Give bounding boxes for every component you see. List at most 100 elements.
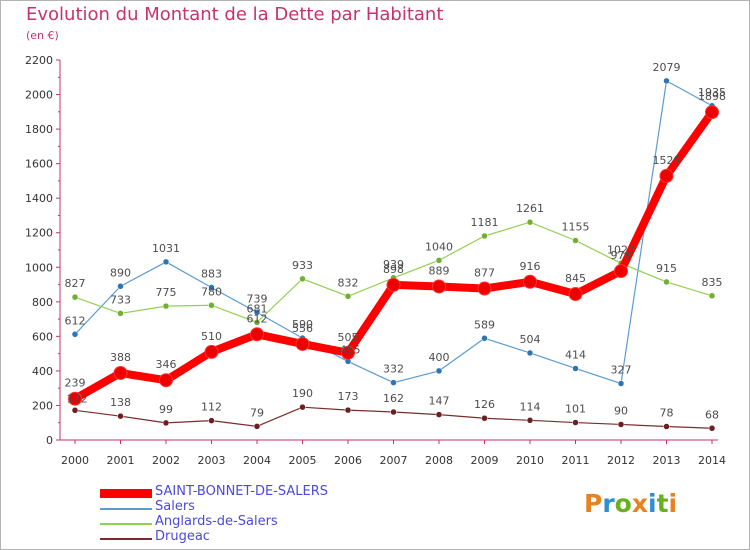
data-point <box>208 302 215 309</box>
logo-letter: r <box>602 489 615 518</box>
data-label: 612 <box>247 312 268 325</box>
data-label: 90 <box>614 404 628 417</box>
y-tick-label: 200 <box>32 399 53 412</box>
data-label: 1040 <box>425 240 453 253</box>
data-label: 915 <box>656 262 677 275</box>
data-label: 173 <box>338 390 359 403</box>
data-point <box>614 264 628 279</box>
data-point <box>432 279 446 294</box>
data-label: 162 <box>383 392 404 405</box>
x-tick-label: 2014 <box>698 454 726 467</box>
data-label: 505 <box>338 331 359 344</box>
data-point <box>526 417 534 424</box>
data-point <box>204 344 219 359</box>
data-point <box>390 408 397 416</box>
legend-label: Drugeac <box>155 529 210 544</box>
legend-label: Anglards-de-Salers <box>155 514 278 529</box>
data-point <box>526 349 534 357</box>
x-tick-label: 2007 <box>380 454 408 467</box>
x-tick-label: 2005 <box>289 454 317 467</box>
data-label: 933 <box>292 259 313 272</box>
legend-swatch <box>100 508 152 510</box>
data-label: 733 <box>110 293 131 306</box>
data-label: 780 <box>201 285 222 298</box>
data-label: 388 <box>110 351 131 364</box>
data-label: 327 <box>611 364 632 377</box>
data-point <box>663 423 670 430</box>
data-point <box>162 258 170 266</box>
x-tick-label: 2003 <box>198 454 226 467</box>
x-tick-label: 2001 <box>107 454 135 467</box>
data-point <box>481 335 488 342</box>
data-point <box>208 284 215 291</box>
data-label: 510 <box>201 330 222 343</box>
data-label: 114 <box>520 400 541 413</box>
data-label: 978 <box>611 249 632 262</box>
data-label: 455 <box>340 343 361 356</box>
data-label: 147 <box>429 395 450 408</box>
data-label: 400 <box>429 351 450 364</box>
logo-letter: x <box>631 489 648 518</box>
data-label: 916 <box>520 260 541 273</box>
data-point <box>435 367 443 375</box>
data-label: 79 <box>250 406 264 419</box>
data-label: 589 <box>474 318 495 331</box>
data-label: 890 <box>110 266 131 279</box>
legend-label: SAINT-BONNET-DE-SALERS <box>155 484 328 499</box>
data-point <box>162 419 170 427</box>
legend-swatch <box>100 523 152 525</box>
data-label: 939 <box>383 258 404 271</box>
x-tick-label: 2012 <box>607 454 635 467</box>
proxiti-logo: Proxiti <box>584 489 677 518</box>
data-point <box>117 412 124 420</box>
y-tick-label: 1200 <box>25 227 53 240</box>
data-label: 1023 <box>607 243 635 256</box>
data-label: 2079 <box>653 61 681 74</box>
data-label: 138 <box>110 396 131 409</box>
data-point <box>663 278 670 286</box>
data-point <box>253 319 261 326</box>
data-point <box>299 403 306 411</box>
data-label: 681 <box>247 302 268 315</box>
data-point <box>526 218 534 226</box>
data-label: 612 <box>65 314 86 327</box>
data-point <box>71 407 79 414</box>
data-label: 78 <box>660 407 674 420</box>
data-label: 889 <box>429 264 450 277</box>
data-point <box>481 232 488 240</box>
data-label: 1261 <box>516 202 544 215</box>
chart-title: Evolution du Montant de la Dette par Hab… <box>26 4 444 25</box>
x-tick-label: 2013 <box>653 454 681 467</box>
data-label: 845 <box>565 272 586 285</box>
data-label: 832 <box>338 276 359 289</box>
data-label: 126 <box>474 398 495 411</box>
data-label: 172 <box>67 392 88 405</box>
x-tick-label: 2010 <box>516 454 544 467</box>
data-label: 877 <box>474 267 495 280</box>
data-point <box>253 423 261 430</box>
data-point <box>162 302 170 310</box>
data-label: 835 <box>702 276 723 289</box>
data-point <box>708 292 716 300</box>
y-tick-label: 1600 <box>25 158 53 171</box>
data-point <box>572 237 579 244</box>
data-label: 1181 <box>471 216 499 229</box>
x-tick-label: 2002 <box>152 454 180 467</box>
y-tick-label: 1000 <box>25 261 53 274</box>
data-point <box>250 327 264 342</box>
data-label: 1155 <box>562 221 590 234</box>
data-point <box>344 293 352 300</box>
data-point <box>568 287 583 302</box>
legend-label: Salers <box>155 499 195 514</box>
data-point <box>435 257 443 264</box>
x-tick-label: 2008 <box>425 454 453 467</box>
y-tick-label: 400 <box>32 365 53 378</box>
data-point <box>523 274 537 289</box>
data-point <box>705 105 719 120</box>
x-tick-label: 2000 <box>61 454 89 467</box>
data-label: 414 <box>565 348 586 361</box>
data-label: 1898 <box>698 90 726 103</box>
y-tick-label: 2000 <box>25 89 53 102</box>
data-label: 112 <box>201 401 222 414</box>
